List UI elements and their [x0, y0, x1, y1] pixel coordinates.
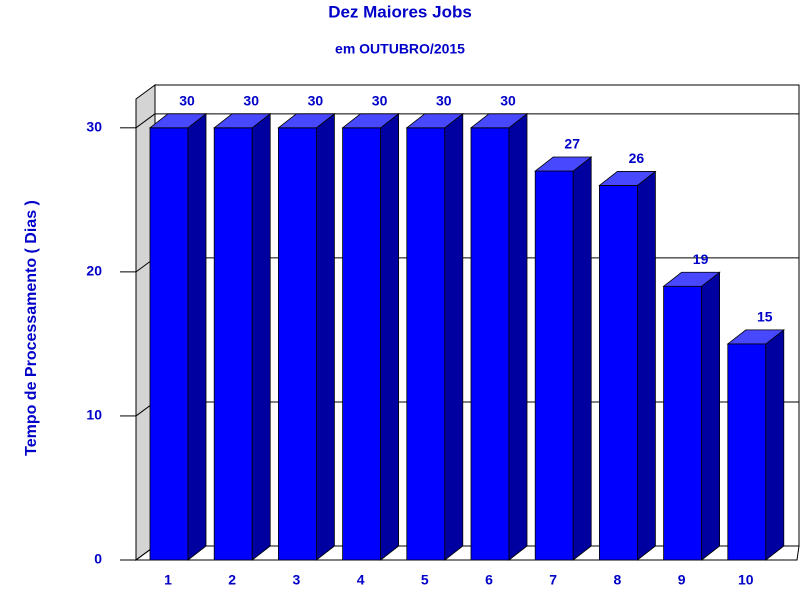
- bar-top: [598, 171, 657, 186]
- x-tick-label: 2: [228, 572, 236, 588]
- bar-top: [213, 113, 272, 129]
- bar: [148, 112, 208, 561]
- value-label: 27: [564, 136, 580, 152]
- value-label: 30: [308, 93, 324, 109]
- bar: [469, 112, 529, 561]
- bar-side: [572, 156, 592, 561]
- value-label: 30: [372, 93, 388, 109]
- bar-top: [148, 113, 208, 129]
- value-label: 30: [436, 93, 452, 109]
- bar-side: [315, 112, 335, 561]
- bar-side: [251, 112, 271, 561]
- bar-top: [726, 329, 785, 345]
- x-tick-label: 1: [164, 572, 172, 588]
- bar-side: [508, 112, 528, 561]
- value-label: 30: [179, 93, 195, 109]
- chart-title: Dez Maiores Jobs: [328, 2, 472, 21]
- y-axis-label: Tempo de Processamento ( Dias ): [23, 200, 40, 456]
- bar-front: [534, 170, 574, 561]
- bar: [662, 271, 721, 561]
- y-tick-label: 0: [94, 551, 102, 567]
- bar-top: [469, 113, 529, 129]
- bar-side: [765, 329, 785, 561]
- value-label: 30: [500, 93, 516, 109]
- bar: [534, 156, 593, 561]
- x-tick-label: 7: [549, 572, 557, 588]
- bar: [598, 170, 657, 561]
- x-tick-label: 4: [357, 572, 365, 588]
- bar-side: [380, 112, 400, 561]
- x-tick-label: 6: [485, 572, 493, 588]
- bar: [405, 112, 464, 561]
- x-tick-label: 10: [738, 572, 754, 588]
- bar-front: [727, 343, 767, 561]
- x-tick-label: 5: [421, 572, 429, 588]
- y-tick-label: 30: [86, 119, 102, 135]
- bar-front: [663, 285, 702, 561]
- x-tick-label: 3: [293, 572, 301, 588]
- chart-subtitle: em OUTUBRO/2015: [335, 41, 465, 57]
- x-tick-label: 8: [614, 572, 622, 588]
- x-tick-label: 9: [678, 572, 686, 588]
- bar-side: [444, 112, 464, 561]
- value-label: 19: [693, 251, 709, 267]
- bar-top: [341, 113, 400, 129]
- bar: [213, 112, 272, 561]
- bar-side: [701, 271, 720, 561]
- bar-front: [470, 127, 510, 561]
- bar-side: [637, 170, 656, 561]
- bar-front: [149, 127, 189, 561]
- bar: [341, 112, 400, 561]
- bar-front: [213, 127, 253, 561]
- value-label: 30: [243, 93, 259, 109]
- bar-top: [662, 271, 721, 287]
- bar-front: [342, 127, 382, 561]
- bar: [726, 329, 785, 561]
- bar-top: [405, 113, 464, 129]
- y-tick-label: 10: [86, 407, 102, 423]
- bar-top: [277, 113, 336, 129]
- bar-front: [406, 127, 446, 561]
- bar: [277, 112, 336, 561]
- bar-front: [599, 185, 638, 561]
- bar-side: [187, 112, 207, 561]
- grid-line: [135, 113, 156, 129]
- value-label: 26: [629, 150, 645, 166]
- value-label: 15: [757, 309, 773, 325]
- bar-top: [534, 156, 593, 172]
- y-tick-label: 20: [86, 263, 102, 279]
- bar-front: [277, 127, 317, 561]
